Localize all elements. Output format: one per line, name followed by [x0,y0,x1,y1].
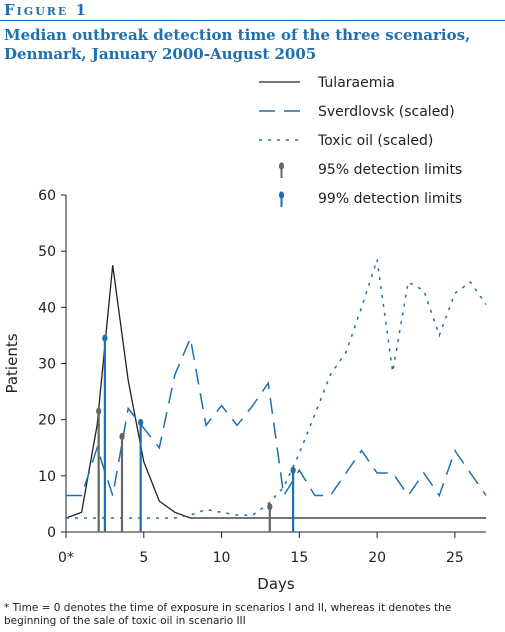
y-tick-label: 10 [38,469,56,485]
series-line-2 [66,335,487,498]
legend-marker [278,162,285,170]
detection-95-marker [267,503,273,511]
series-line-3 [66,259,487,519]
series-line-1 [65,265,486,519]
y-tick-label: 50 [38,244,56,260]
x-tick-label: 5 [139,550,148,566]
footnote: * Time = 0 denotes the time of exposure … [4,602,452,627]
figure-label: Figure 1 [4,1,88,19]
detection-95-marker [96,407,102,415]
line-chart: 0 10 20 30 40 50 60 0* 5 10 15 20 25 Tularaemia Sverd… [3,75,487,593]
chart-title: Median outbreak detection time of the th… [4,26,471,63]
y-tick-label: 60 [38,188,56,204]
chart-axes: 0 10 20 30 40 50 60 0* 5 10 15 20 25 [38,188,486,566]
detection-limit-markers [96,334,296,532]
y-tick-label: 20 [38,413,56,429]
legend-label: Sverdlovsk (scaled) [318,104,455,120]
x-tick-label: 20 [368,550,386,566]
y-tick-label: 0 [47,525,56,541]
legend-label: 99% detection limits [318,191,462,207]
x-axis-label: Days [257,575,295,593]
x-tick-label: 0* [58,550,74,566]
y-tick-label: 30 [38,357,56,373]
chart-legend: Tularaemia Sverdlovsk (scaled) Toxic oil (… [259,75,462,207]
x-tick-label: 10 [213,550,231,566]
detection-99-marker [138,418,144,427]
detection-99-marker [102,334,108,342]
legend-label: Toxic oil (scaled) [317,133,433,149]
legend-label: 95% detection limits [318,162,462,178]
y-axis-label: Patients [3,333,21,393]
figure-header-band [0,0,505,21]
x-tick-label: 15 [290,550,308,566]
detection-95-marker [119,432,125,441]
series-layer [65,259,487,519]
legend-marker [278,191,285,199]
detection-99-marker [290,466,296,474]
y-tick-label: 40 [38,300,56,316]
x-tick-label: 25 [446,550,464,566]
legend-label: Tularaemia [317,75,395,91]
